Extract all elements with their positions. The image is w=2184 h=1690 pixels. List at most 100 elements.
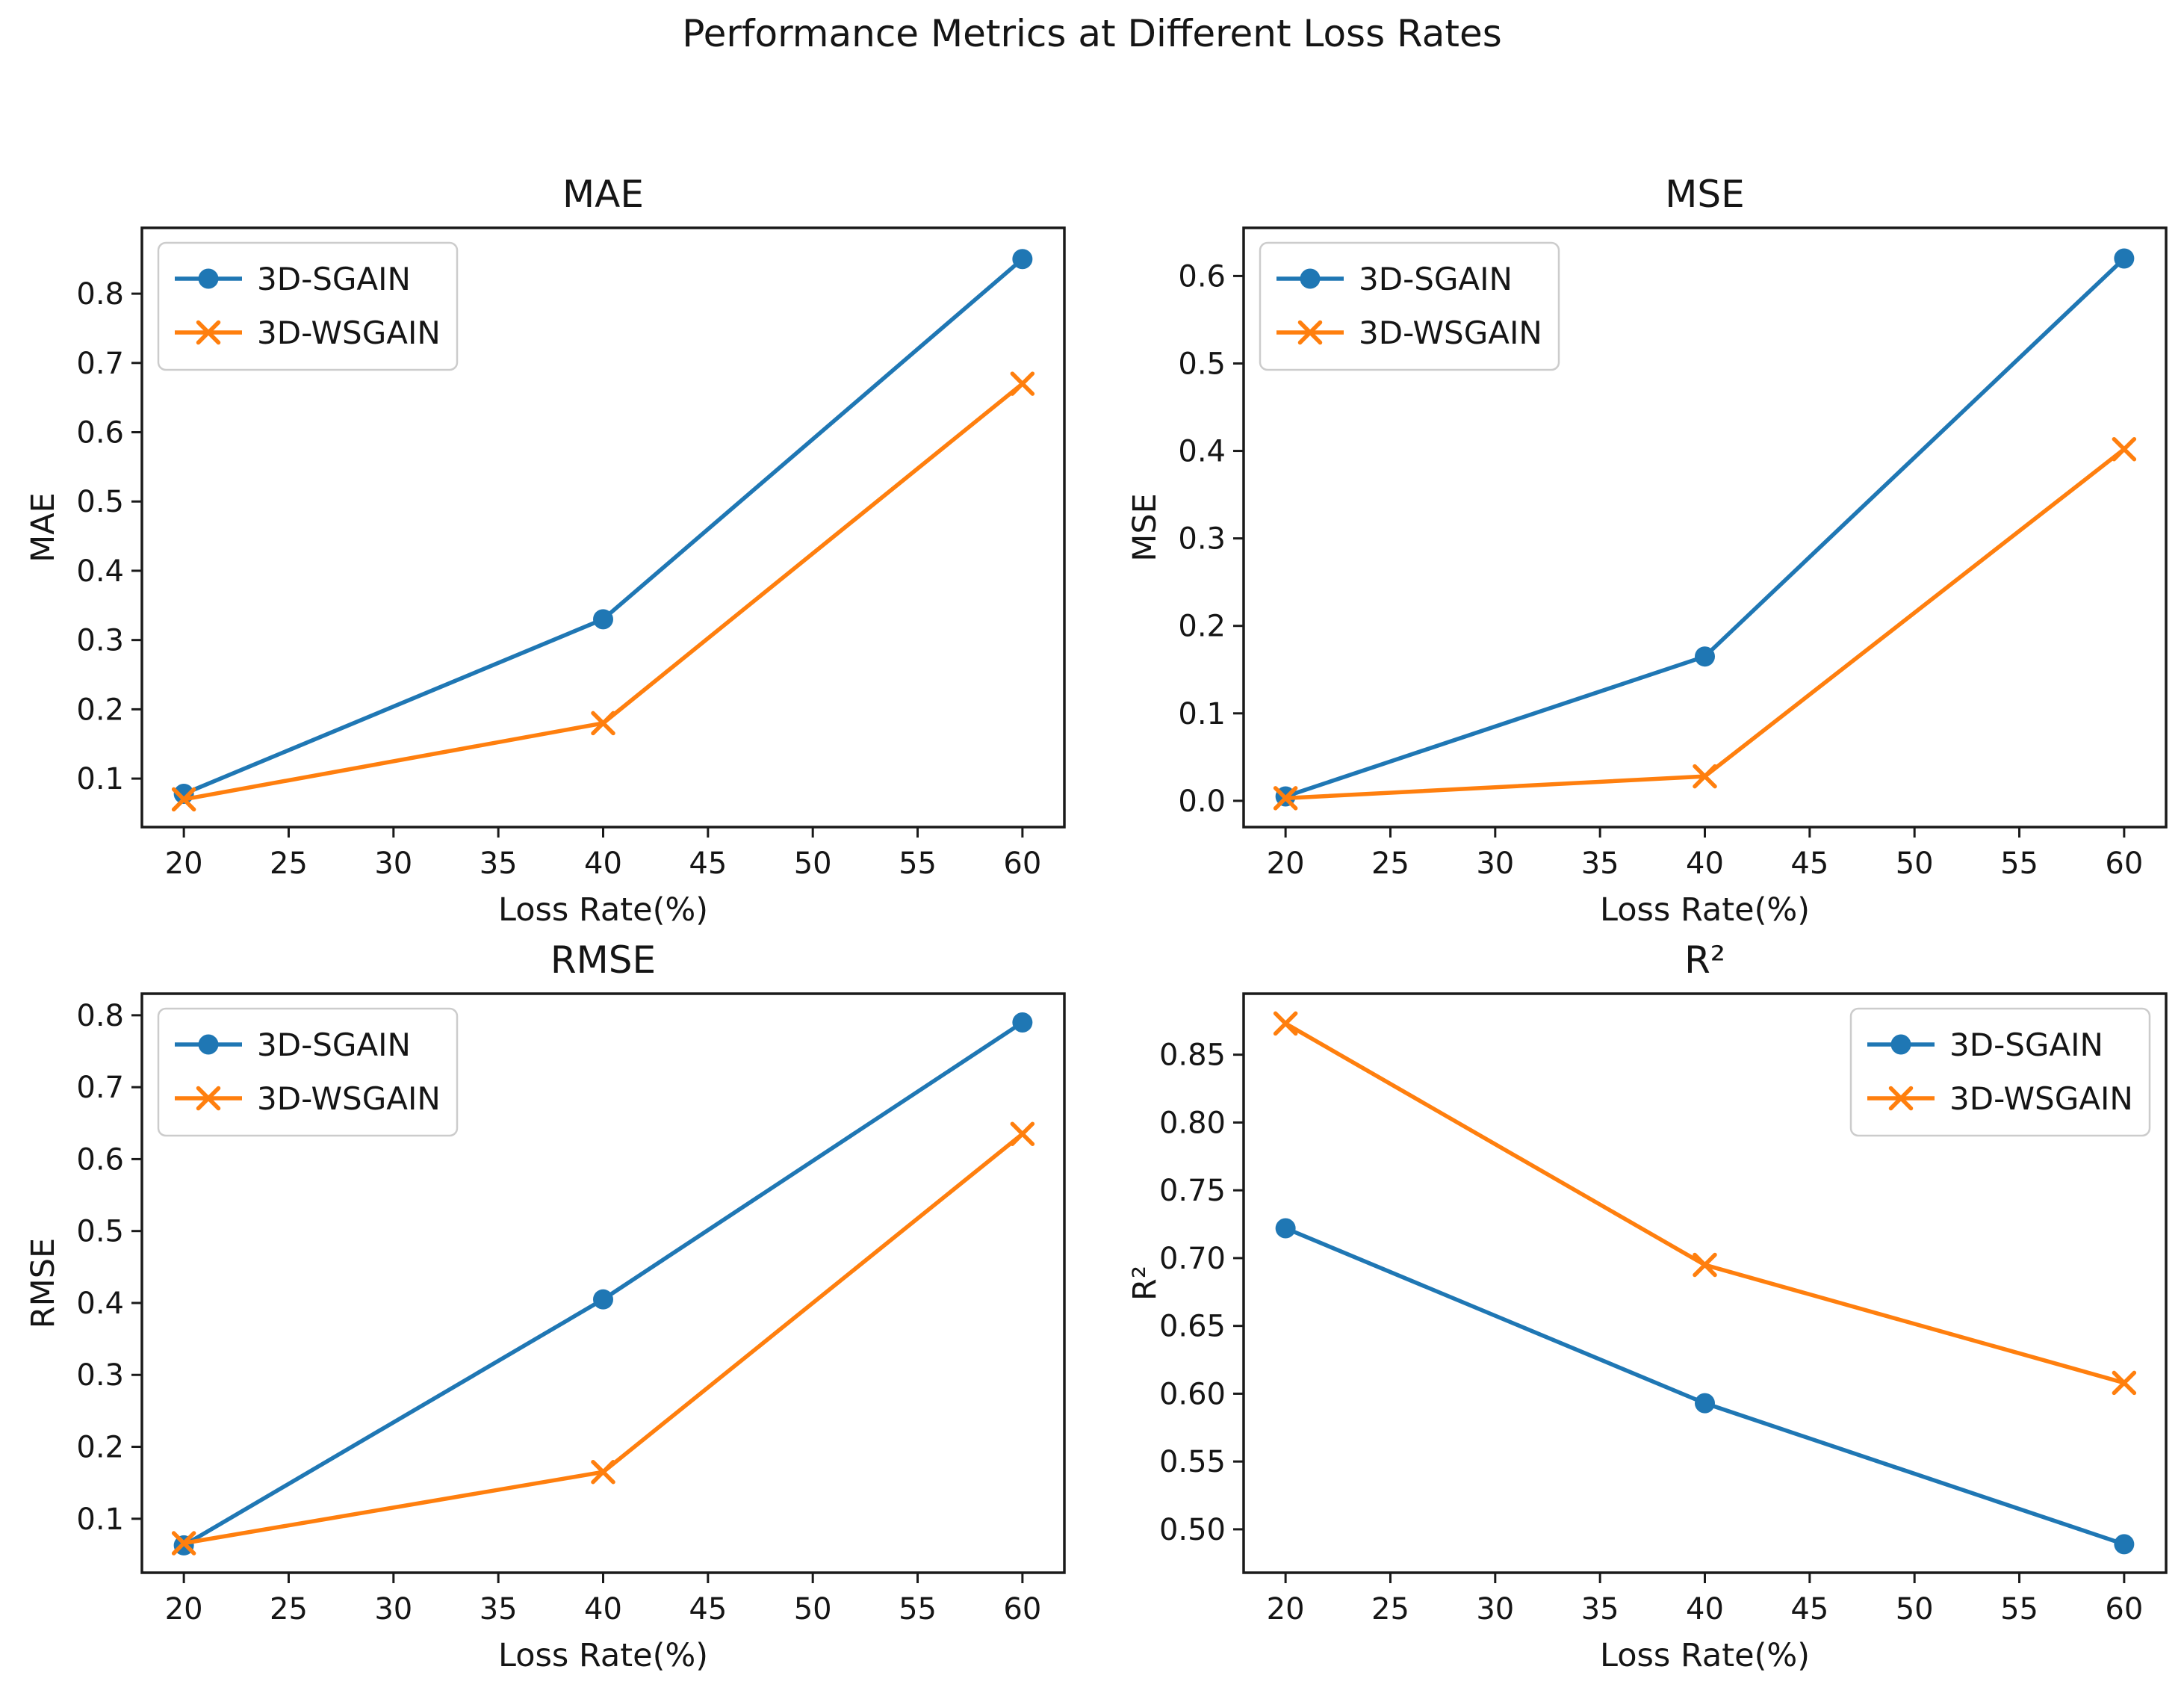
rmse-title: RMSE: [550, 938, 656, 982]
x-marker-stroke: [2112, 436, 2137, 462]
mse-data-point-3d-wsgain: [1273, 786, 1298, 811]
mse-x-tick-label: 50: [1896, 846, 1934, 881]
mse-legend-marker-3d-wsgain: [1297, 320, 1323, 345]
r2-y-tick-label: 0.65: [1159, 1310, 1226, 1344]
rmse-x-tick-label: 40: [584, 1592, 622, 1626]
r2-axes-frame: [1242, 992, 2168, 1574]
r2-y-axis-label: R²: [1126, 1266, 1164, 1301]
mae-y-tick-label: 0.5: [76, 485, 124, 519]
rmse-x-axis-label: Loss Rate(%): [498, 1637, 708, 1674]
mse-y-tick-label: 0.2: [1178, 610, 1226, 644]
mse-x-tick-label: 35: [1581, 846, 1619, 881]
mae-legend-marker-3d-wsgain: [196, 320, 221, 345]
mse-x-tick-label: 30: [1476, 846, 1514, 881]
r2-data-point-3d-sgain: [1695, 1393, 1715, 1414]
mse-legend-box: [1259, 241, 1560, 371]
rmse-legend-label-3d-wsgain: 3D-WSGAIN: [257, 1080, 441, 1117]
x-marker-stroke: [1693, 764, 1717, 789]
r2-x-tick-label: 40: [1686, 1592, 1724, 1626]
r2-y-tick-label: 0.55: [1159, 1445, 1226, 1479]
x-marker-stroke: [171, 787, 196, 812]
rmse-data-point-3d-sgain: [1012, 1012, 1033, 1033]
r2-legend-label-3d-wsgain: 3D-WSGAIN: [1949, 1080, 2133, 1117]
r2-legend: 3D-SGAIN 3D-WSGAIN: [1849, 1007, 2151, 1137]
mse-y-tick-label: 0.3: [1178, 522, 1226, 557]
x-marker-stroke: [1010, 371, 1035, 396]
rmse-x-tick-label: 20: [165, 1592, 203, 1626]
mae-legend-label-3d-wsgain: 3D-WSGAIN: [257, 315, 441, 351]
rmse-y-tick-label: 0.8: [76, 999, 124, 1033]
mse-y-tick-label: 0.5: [1178, 347, 1226, 381]
x-marker-stroke: [196, 320, 221, 345]
mse-data-point-3d-sgain: [2114, 248, 2135, 269]
rmse-y-tick-label: 0.3: [76, 1358, 124, 1393]
r2-legend-marker-3d-sgain: [1890, 1034, 1911, 1055]
mae-x-tick-label: 20: [165, 846, 203, 881]
mae-x-tick-label: 45: [689, 846, 727, 881]
mae-x-axis-label: Loss Rate(%): [498, 891, 708, 929]
mse-data-point-3d-sgain: [1695, 646, 1715, 667]
mae-y-tick-label: 0.8: [76, 277, 124, 312]
r2-y-tick-label: 0.50: [1159, 1513, 1226, 1547]
r2-x-tick-label: 50: [1896, 1592, 1934, 1626]
mse-x-tick-label: 40: [1686, 846, 1724, 881]
x-marker-stroke: [1888, 1086, 1914, 1111]
mae-data-point-3d-wsgain: [1010, 371, 1035, 396]
mae-data-point-3d-wsgain: [171, 787, 196, 812]
r2-data-point-3d-wsgain: [1693, 1252, 1717, 1278]
mse-legend-label-3d-sgain: 3D-SGAIN: [1359, 261, 1513, 297]
mae-y-tick-label: 0.6: [76, 416, 124, 451]
x-marker-stroke: [171, 1531, 196, 1556]
mae-data-point-3d-sgain: [593, 609, 613, 630]
rmse-axes-frame: [140, 992, 1066, 1574]
rmse-data-point-3d-sgain: [593, 1289, 613, 1310]
mse-x-tick-label: 45: [1790, 846, 1828, 881]
rmse-y-tick-label: 0.7: [76, 1071, 124, 1105]
r2-y-tick-label: 0.70: [1159, 1242, 1226, 1276]
mae-y-axis-label: MAE: [25, 492, 62, 563]
r2-legend-marker-3d-wsgain: [1888, 1086, 1914, 1111]
rmse-x-tick-label: 50: [794, 1592, 832, 1626]
x-marker-stroke: [2112, 1370, 2137, 1396]
x-marker-stroke: [591, 711, 615, 736]
figure-suptitle: Performance Metrics at Different Loss Ra…: [682, 12, 1502, 55]
mae-x-tick-label: 60: [1003, 846, 1041, 881]
mse-legend-label-3d-wsgain: 3D-WSGAIN: [1359, 315, 1542, 351]
mae-title: MAE: [562, 173, 644, 216]
mse-y-tick-label: 0.4: [1178, 435, 1226, 469]
mae-y-tick-label: 0.3: [76, 624, 124, 658]
r2-legend-label-3d-sgain: 3D-SGAIN: [1949, 1027, 2103, 1063]
rmse-y-tick-label: 0.2: [76, 1431, 124, 1465]
r2-data-point-3d-sgain: [2114, 1534, 2135, 1555]
r2-x-tick-label: 25: [1371, 1592, 1409, 1626]
r2-legend-box: [1849, 1007, 2151, 1137]
mse-x-tick-label: 25: [1371, 846, 1409, 881]
mae-x-tick-label: 55: [899, 846, 937, 881]
r2-y-tick-label: 0.80: [1159, 1106, 1226, 1140]
r2-y-tick-label: 0.85: [1159, 1039, 1226, 1073]
mae-y-tick-label: 0.7: [76, 347, 124, 381]
r2-x-axis-label: Loss Rate(%): [1600, 1637, 1810, 1674]
mae-x-tick-label: 30: [374, 846, 412, 881]
rmse-y-tick-label: 0.4: [76, 1287, 124, 1321]
rmse-y-axis-label: RMSE: [25, 1238, 62, 1328]
x-marker-stroke: [1297, 320, 1323, 345]
mse-data-point-3d-wsgain: [1693, 764, 1717, 789]
rmse-x-tick-label: 30: [374, 1592, 412, 1626]
r2-title: R²: [1684, 938, 1725, 982]
r2-x-tick-label: 45: [1790, 1592, 1828, 1626]
rmse-data-point-3d-wsgain: [1010, 1121, 1035, 1146]
r2-y-tick-label: 0.75: [1159, 1174, 1226, 1208]
mse-x-tick-label: 60: [2105, 846, 2143, 881]
rmse-legend-marker-3d-sgain: [198, 1034, 219, 1055]
mse-x-tick-label: 20: [1267, 846, 1305, 881]
mse-y-tick-label: 0.0: [1178, 784, 1226, 819]
r2-x-tick-label: 35: [1581, 1592, 1619, 1626]
mse-x-axis-label: Loss Rate(%): [1600, 891, 1810, 929]
r2-x-tick-label: 60: [2105, 1592, 2143, 1626]
rmse-y-tick-label: 0.1: [76, 1502, 124, 1537]
x-marker-stroke: [1693, 1252, 1717, 1278]
x-marker-stroke: [196, 1086, 221, 1111]
